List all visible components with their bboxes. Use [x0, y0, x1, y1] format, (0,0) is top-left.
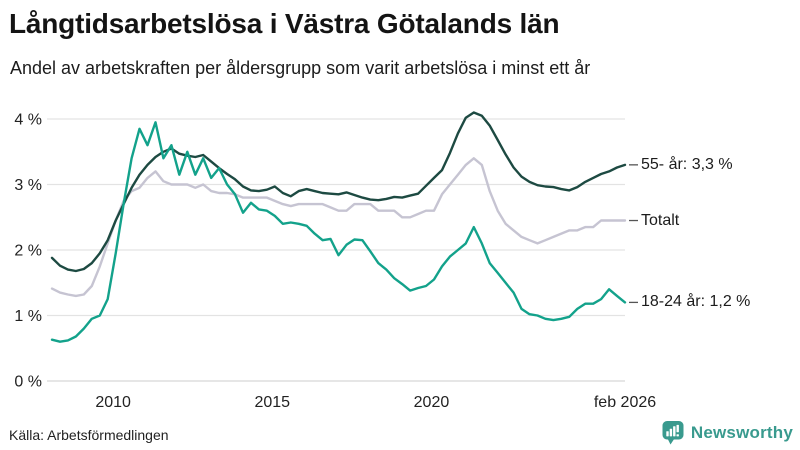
- series-line-totalt: [50, 157, 627, 298]
- chart-subtitle: Andel av arbetskraften per åldersgrupp s…: [10, 58, 591, 78]
- y-tick-label-2pct: 2 %: [14, 243, 42, 260]
- series-line-55-år: [50, 111, 627, 273]
- source-note: Källa: Arbetsförmedlingen: [9, 427, 169, 443]
- series-line-18-24-år: [50, 121, 627, 343]
- newsworthy-brand[interactable]: Newsworthy: [661, 420, 793, 445]
- newsworthy-wordmark: Newsworthy: [690, 422, 793, 442]
- y-tick-label-1pct: 1 %: [14, 308, 42, 325]
- newsworthy-logo-icon: [661, 420, 685, 445]
- x-tick-label-2015: 2015: [254, 394, 290, 411]
- y-tick-label-3pct: 3 %: [14, 177, 42, 194]
- chart-title: Långtidsarbetslösa i Västra Götalands lä…: [9, 8, 560, 39]
- x-tick-label-feb-2026: feb 2026: [594, 394, 656, 411]
- x-tick-label-2020: 2020: [414, 394, 450, 411]
- y-tick-label-0pct: 0 %: [14, 374, 42, 391]
- x-tick-label-2010: 2010: [95, 394, 131, 411]
- y-tick-label-4pct: 4 %: [14, 112, 42, 129]
